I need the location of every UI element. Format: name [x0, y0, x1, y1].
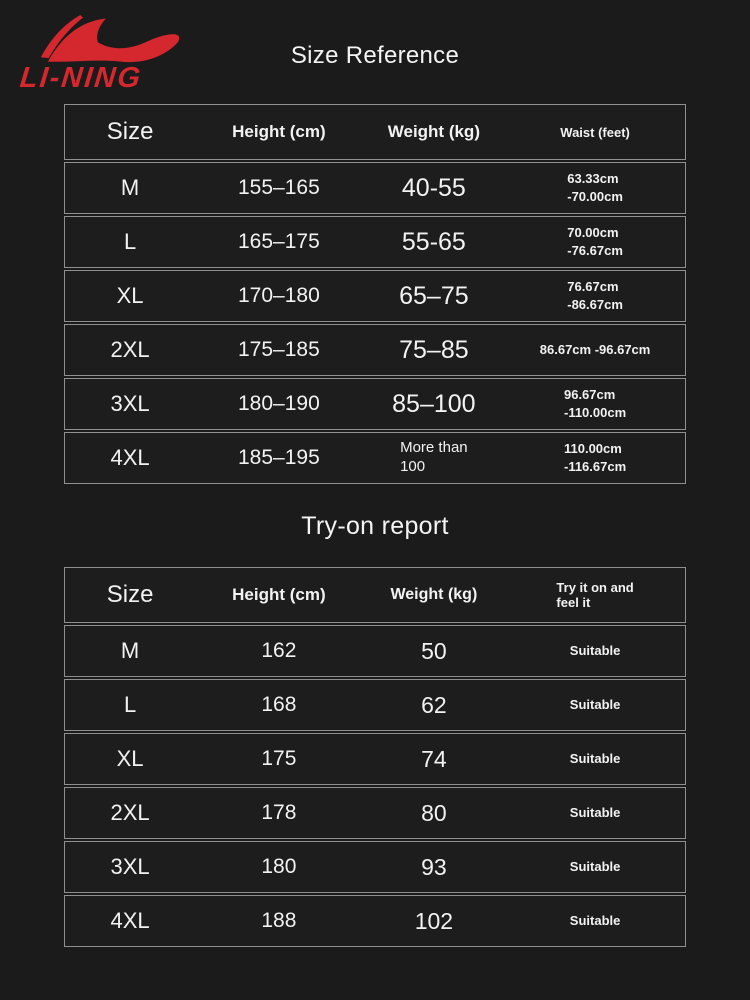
table-row: M 155–165 40-55 63.33cm -70.00cm — [64, 162, 686, 214]
size-cell: 3XL — [110, 854, 150, 879]
lining-logo: LI-NING — [18, 8, 192, 94]
column-header-size: Size — [106, 581, 154, 608]
feel-cell: Suitable — [569, 643, 621, 659]
table-row: L 165–175 55-65 70.00cm -76.67cm — [64, 216, 686, 268]
weight-cell: 62 — [421, 691, 447, 718]
height-cell: 188 — [261, 909, 297, 932]
waist-cell: 96.67cm -110.00cm — [563, 387, 627, 420]
height-cell: 178 — [261, 801, 297, 824]
waist-cell: 86.67cm -96.67cm — [539, 342, 651, 358]
height-cell: 180 — [261, 855, 297, 878]
tryon-report-title: Try-on report — [301, 512, 449, 540]
size-cell: 4XL — [110, 908, 150, 933]
height-cell: 180–190 — [238, 392, 320, 415]
height-cell: 165–175 — [238, 230, 320, 253]
table-row: XL 170–180 65–75 76.67cm -86.67cm — [64, 270, 686, 322]
size-cell: L — [123, 692, 137, 717]
table-row: 4XL 188 102 Suitable — [64, 895, 686, 947]
feel-cell: Suitable — [569, 697, 621, 713]
height-cell: 168 — [261, 693, 297, 716]
feel-cell: Suitable — [569, 805, 621, 821]
weight-cell: More than 100 — [400, 439, 468, 475]
weight-cell: 75–85 — [399, 335, 469, 364]
waist-cell: 76.67cm -86.67cm — [567, 279, 623, 312]
column-header-size: Size — [106, 118, 154, 145]
weight-cell: 55-65 — [401, 227, 466, 256]
size-cell: 2XL — [110, 337, 150, 362]
weight-cell: 74 — [421, 745, 447, 772]
height-cell: 170–180 — [238, 284, 320, 307]
column-header-height: Height (cm) — [232, 122, 326, 141]
page-header: LI-NING Size Reference — [0, 0, 750, 104]
table-header-row: Size Height (cm) Weight (kg) Waist (feet… — [64, 104, 686, 160]
size-cell: XL — [116, 746, 144, 771]
size-cell: 4XL — [110, 445, 150, 470]
size-cell: M — [120, 638, 140, 663]
column-header-height: Height (cm) — [232, 585, 326, 604]
table-row: 4XL 185–195 More than 100 110.00cm -116.67… — [64, 432, 686, 484]
column-header-feel: Try it on and feel it — [556, 580, 634, 610]
column-header-weight: Weight (kg) — [387, 122, 480, 141]
height-cell: 175 — [261, 747, 297, 770]
height-cell: 155–165 — [238, 176, 320, 199]
weight-cell: 93 — [421, 853, 447, 880]
table-row: XL 175 74 Suitable — [64, 733, 686, 785]
column-header-weight: Weight (kg) — [390, 586, 478, 603]
height-cell: 185–195 — [238, 446, 320, 469]
weight-cell: 50 — [421, 637, 447, 664]
waist-cell: 63.33cm -70.00cm — [567, 171, 623, 204]
lining-swoosh-icon — [40, 15, 180, 63]
waist-cell: 70.00cm -76.67cm — [567, 225, 623, 258]
height-cell: 175–185 — [238, 338, 320, 361]
table-row: 3XL 180–190 85–100 96.67cm -110.00cm — [64, 378, 686, 430]
table-header-row: Size Height (cm) Weight (kg) Try it on a… — [64, 567, 686, 623]
weight-cell: 102 — [414, 907, 454, 934]
table-row: L 168 62 Suitable — [64, 679, 686, 731]
page-title: Size Reference — [290, 42, 460, 69]
table-row: 2XL 175–185 75–85 86.67cm -96.67cm — [64, 324, 686, 376]
table-row: M 162 50 Suitable — [64, 625, 686, 677]
table-row: 3XL 180 93 Suitable — [64, 841, 686, 893]
tryon-report-table: Size Height (cm) Weight (kg) Try it on a… — [64, 567, 686, 947]
feel-cell: Suitable — [569, 859, 621, 875]
feel-cell: Suitable — [569, 751, 621, 767]
weight-cell: 80 — [421, 799, 447, 826]
size-cell: 2XL — [110, 800, 150, 825]
size-cell: 3XL — [110, 391, 150, 416]
weight-cell: 85–100 — [392, 389, 476, 418]
size-cell: L — [123, 229, 137, 254]
size-reference-table: Size Height (cm) Weight (kg) Waist (feet… — [64, 104, 686, 484]
waist-cell: 110.00cm -116.67cm — [563, 441, 627, 474]
weight-cell: 40-55 — [401, 173, 466, 202]
weight-cell: 65–75 — [399, 281, 469, 310]
size-cell: XL — [116, 283, 144, 308]
table-row: 2XL 178 80 Suitable — [64, 787, 686, 839]
feel-cell: Suitable — [569, 913, 621, 929]
size-cell: M — [120, 175, 140, 200]
height-cell: 162 — [261, 639, 297, 662]
column-header-waist: Waist (feet) — [560, 124, 630, 140]
